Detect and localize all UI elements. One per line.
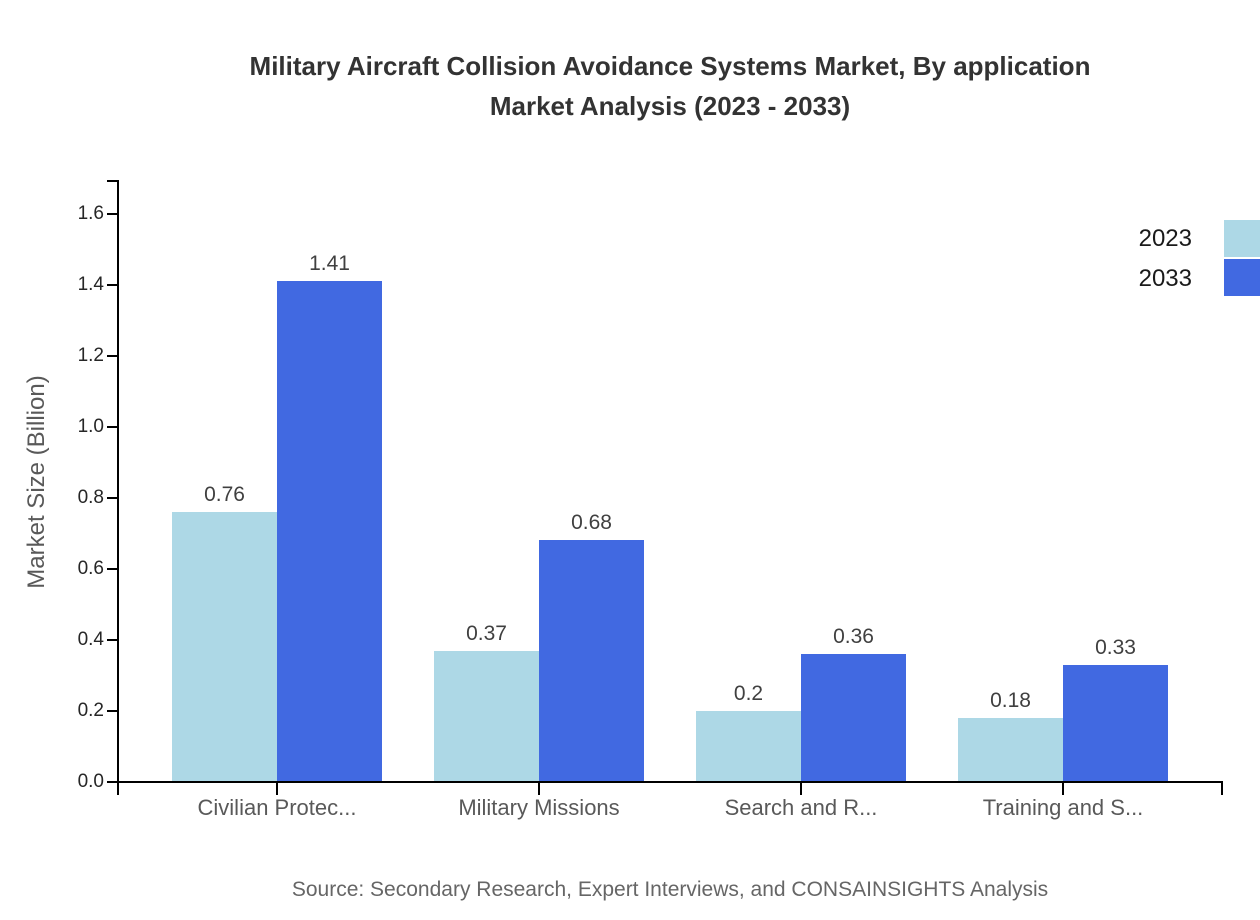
source-text: Source: Secondary Research, Expert Inter… [291, 878, 1049, 901]
bar-2033-cat3 [1063, 665, 1168, 782]
y-axis-line [117, 180, 119, 783]
y-tick-mark [107, 496, 118, 499]
bar-2023-cat1 [434, 651, 539, 782]
x-tick-mark [117, 782, 119, 795]
bar-value-label: 0.68 [571, 511, 612, 534]
x-tick-mark [538, 782, 540, 795]
bar-2033-cat1 [539, 540, 644, 782]
category-label: Training and S... [982, 795, 1144, 820]
x-tick-mark [1062, 782, 1064, 795]
bar-2033-cat0 [277, 281, 382, 782]
y-tick-mark [107, 425, 118, 428]
bar-2023-cat2 [696, 711, 801, 782]
y-tick-mark [107, 354, 118, 357]
bar-value-label: 0.76 [204, 483, 245, 506]
legend-swatch-2033 [1224, 259, 1260, 296]
y-tick-mark [107, 781, 118, 783]
legend-label-2033: 2033 [1138, 265, 1192, 292]
y-tick-label: 0.2 [77, 699, 104, 721]
y-tick-label: 0.8 [77, 486, 104, 508]
chart-title: Military Aircraft Collision Avoidance Sy… [118, 46, 1222, 126]
legend-label-2023: 2023 [1138, 225, 1192, 252]
x-axis-line [117, 781, 1223, 783]
bar-2023-cat0 [172, 512, 277, 782]
y-tick-label: 1.2 [77, 344, 104, 366]
y-tick-mark [107, 567, 118, 570]
y-tick-label: 1.6 [77, 202, 104, 224]
x-tick-mark [1221, 782, 1223, 795]
category-label: Search and R... [724, 795, 878, 820]
x-tick-mark [800, 782, 802, 795]
y-tick-mark [107, 638, 118, 641]
bar-value-label: 0.36 [833, 625, 874, 648]
y-tick-label: 1.4 [77, 273, 104, 295]
category-label: Military Missions [458, 795, 620, 820]
y-tick-mark [107, 709, 118, 712]
y-tick-mark [107, 212, 118, 215]
x-tick-mark [276, 782, 278, 795]
category-label: Civilian Protec... [197, 795, 357, 820]
legend-swatch-2023 [1224, 220, 1260, 257]
y-axis-endcap-tick [107, 180, 118, 182]
bar-value-label: 0.18 [990, 689, 1031, 712]
y-tick-label: 1.0 [77, 415, 104, 437]
bar-value-label: 1.41 [309, 252, 350, 275]
chart-title-line2: Market Analysis (2023 - 2033) [489, 91, 851, 121]
chart-title-line1: Military Aircraft Collision Avoidance Sy… [249, 51, 1091, 81]
bar-2023-cat3 [958, 718, 1063, 782]
bar-2033-cat2 [801, 654, 906, 782]
y-tick-mark [107, 283, 118, 286]
y-tick-label: 0.4 [77, 628, 104, 650]
y-tick-label: 0.6 [77, 557, 104, 579]
bar-value-label: 0.2 [733, 682, 764, 705]
bar-value-label: 0.37 [466, 622, 507, 645]
bar-value-label: 0.33 [1095, 636, 1136, 659]
y-tick-label: 0.0 [77, 771, 104, 792]
